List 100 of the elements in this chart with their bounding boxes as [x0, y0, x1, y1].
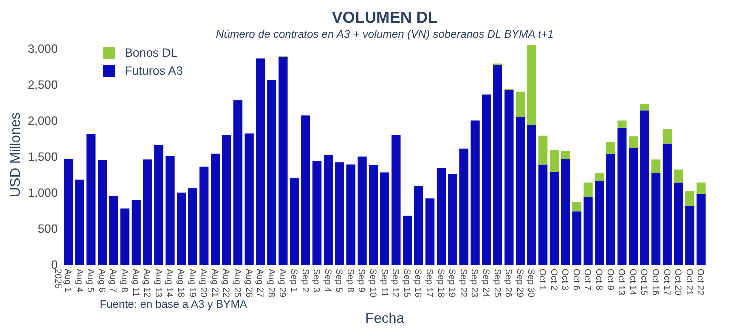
- x-tick-label: Aug 12: [142, 269, 153, 298]
- x-tick-label: Oct 15: [640, 269, 650, 296]
- bar: [436, 168, 446, 265]
- x-tick-label: Aug 6: [97, 269, 108, 293]
- x-tick-label: Oct 20: [674, 269, 684, 296]
- x-tick-label: Oct 6: [572, 269, 582, 291]
- chart-title: VOLUMEN DL: [332, 10, 438, 27]
- bar: [403, 216, 412, 265]
- x-tick-label: Sep 5: [334, 269, 345, 293]
- bar: [211, 154, 220, 265]
- x-tick-label: Aug 20: [199, 269, 210, 298]
- x-tick-label: Oct 8: [594, 269, 605, 291]
- x-tick-label: Sep 29: [515, 269, 526, 298]
- x-tick-label: Sep 11: [380, 269, 390, 297]
- bar: [584, 182, 593, 198]
- bar: [550, 172, 559, 265]
- bar: [504, 90, 514, 265]
- x-tick-label: Aug 22: [222, 269, 232, 298]
- bar: [290, 178, 300, 265]
- bar: [380, 172, 390, 265]
- bar: [470, 120, 480, 265]
- y-tick-label: 3,000: [28, 42, 58, 56]
- bar: [346, 164, 356, 265]
- x-tick-label: Aug 29: [278, 269, 288, 298]
- bar: [426, 198, 435, 265]
- bar: [234, 100, 243, 265]
- chart-subtitle: Número de contratos en A3 + volumen (VN) soberanos DL BYMA t+1: [216, 29, 554, 41]
- bar: [166, 156, 175, 265]
- bar: [200, 166, 209, 265]
- source-note: Fuente: en base a A3 y BYMA: [100, 299, 248, 311]
- bar: [516, 92, 526, 118]
- x-tick-label: Sep 2: [300, 269, 311, 293]
- bar: [606, 154, 616, 265]
- x-tick-label: Oct 16: [651, 269, 662, 296]
- x-tick-label: Aug 8: [120, 269, 130, 293]
- x-tick-label: Sep 19: [448, 269, 458, 298]
- bar: [188, 188, 198, 265]
- x-tick-label: Oct 3: [560, 269, 571, 291]
- x-tick-label: Sep 12: [391, 269, 402, 298]
- x-axis-title: Fecha: [366, 310, 405, 326]
- bar: [686, 206, 695, 265]
- bar: [629, 148, 638, 265]
- x-tick-label: Aug 21: [210, 269, 220, 298]
- x-tick-label: Sep 3: [312, 269, 322, 293]
- bar: [493, 65, 502, 265]
- bar: [244, 134, 254, 265]
- x-tick-label: Sep 16: [414, 269, 424, 298]
- x-tick-label: Aug 1 2025: [54, 269, 74, 293]
- bar: [312, 161, 322, 265]
- bar: [696, 182, 706, 194]
- bar: [448, 174, 458, 265]
- y-tick-label: 1,000: [28, 186, 58, 200]
- bar: [301, 116, 310, 265]
- x-tick-label: Oct 14: [628, 269, 638, 296]
- bar: [120, 208, 130, 265]
- bar: [572, 212, 582, 265]
- x-tick-label: Sep 23: [470, 269, 480, 298]
- bar: [572, 202, 582, 212]
- bar: [618, 120, 627, 128]
- x-tick-label: Sep 25: [492, 269, 503, 298]
- bar: [696, 194, 706, 265]
- x-tick-label: Sep 9: [357, 269, 368, 293]
- x-tick-label: Aug 25: [232, 269, 243, 298]
- bar: [538, 164, 548, 265]
- x-tick-label: Oct 1: [538, 269, 548, 291]
- bar: [652, 173, 661, 265]
- bar: [527, 45, 536, 126]
- x-tick-label: Oct 22: [696, 269, 706, 296]
- x-tick-label: Sep 4: [323, 269, 334, 293]
- bar: [674, 170, 684, 183]
- legend-label: Futuros A3: [125, 64, 184, 78]
- x-tick-label: Oct 21: [684, 269, 695, 296]
- y-tick-label: 2,000: [28, 114, 58, 128]
- bar: [256, 58, 266, 265]
- x-tick-label: Sep 18: [436, 269, 446, 298]
- bar: [335, 162, 344, 265]
- x-tick-label: Aug 28: [266, 269, 277, 298]
- x-tick-label: Aug 27: [256, 269, 266, 298]
- bar: [561, 151, 570, 159]
- x-tick-label: Sep 8: [346, 269, 356, 293]
- bar: [561, 158, 570, 265]
- bar: [516, 117, 526, 265]
- bar: [606, 142, 616, 154]
- bar: [369, 165, 378, 265]
- x-tick-label: Sep 30: [526, 269, 537, 298]
- x-tick-label: Sep 1: [289, 269, 300, 293]
- bar: [662, 129, 672, 144]
- bar: [652, 160, 661, 174]
- x-tick-label: Aug 13: [154, 269, 164, 298]
- bar: [640, 104, 650, 111]
- bar: [595, 173, 604, 182]
- bar: [538, 136, 548, 165]
- x-tick-label: Aug 11: [131, 269, 142, 297]
- bar: [109, 196, 118, 265]
- bar: [98, 160, 108, 265]
- bar: [324, 155, 334, 265]
- bar: [143, 160, 152, 265]
- y-tick-label: 2,500: [28, 78, 58, 92]
- x-tick-label: Aug 4: [74, 269, 85, 293]
- bar: [414, 186, 424, 265]
